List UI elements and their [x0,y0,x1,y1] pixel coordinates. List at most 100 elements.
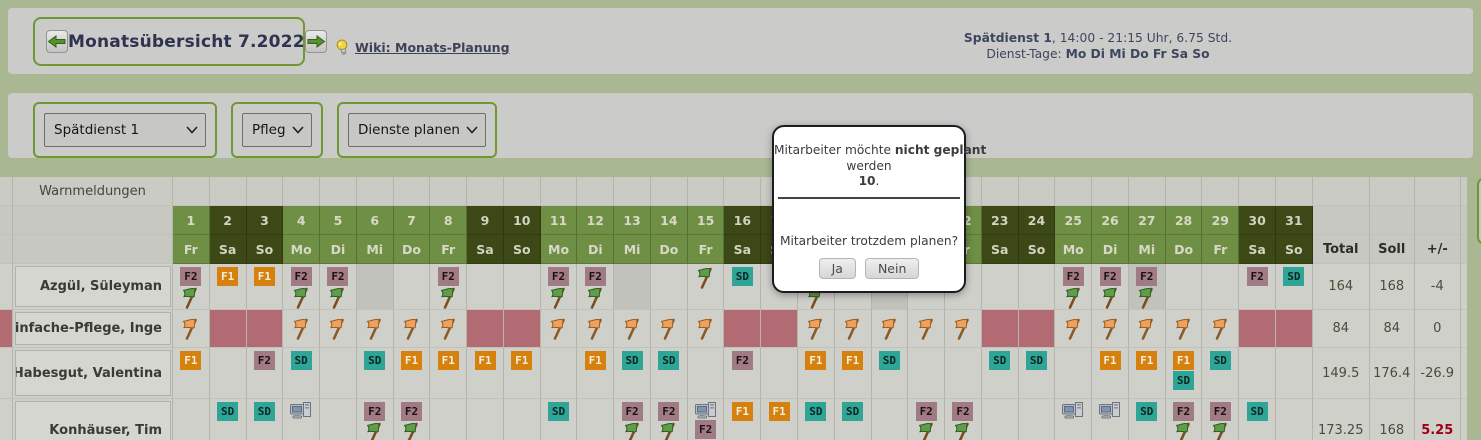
shift-cell[interactable] [687,310,725,348]
shift-cell[interactable] [1165,310,1203,348]
shift-cell[interactable]: SD [1018,348,1056,399]
shift-cell[interactable] [1239,348,1276,399]
shift-cell[interactable] [871,310,909,348]
shift-cell[interactable] [1092,310,1129,348]
shift-cell[interactable] [504,399,541,440]
shift-cell[interactable] [320,348,357,399]
shift-cell[interactable]: SD [247,399,284,440]
shift-cell[interactable] [1055,310,1093,348]
shift-cell[interactable]: F2 [1239,264,1276,310]
shift-cell[interactable]: F2 [320,264,357,310]
employee-name[interactable]: Habesgut, Valentina [15,350,171,396]
shift-cell[interactable] [650,264,688,310]
shift-cell[interactable]: F2 [430,264,468,310]
shift-cell[interactable]: SD [981,348,1019,399]
no-button[interactable]: Nein [864,258,920,279]
shift-cell[interactable]: F1 [430,348,468,399]
shift-cell[interactable] [1275,310,1313,348]
shift-cell[interactable]: F1 [724,399,762,440]
shift-cell[interactable] [1018,264,1056,310]
shift-cell[interactable] [761,310,799,348]
wiki-link[interactable]: Wiki: Monats-Planung [355,40,510,55]
shift-cell[interactable] [503,264,541,310]
shift-cell[interactable]: F2 [908,399,946,440]
shift-cell[interactable] [467,399,504,440]
shift-cell[interactable] [614,264,651,310]
shift-cell[interactable] [724,310,762,348]
shift-cell[interactable] [687,264,725,310]
shift-cell[interactable] [1128,310,1166,348]
shift-cell[interactable]: F2 [394,399,431,440]
shift-cell[interactable] [945,264,982,310]
shift-cell[interactable]: SD [1275,264,1313,310]
shift-cell[interactable] [467,264,504,310]
shift-cell[interactable]: F2 [945,399,982,440]
shift-cell[interactable] [283,310,321,348]
shift-cell[interactable]: F1 [761,399,799,440]
employee-name[interactable]: Konhäuser, Tim [15,401,171,440]
shift-cell[interactable] [540,348,578,399]
shift-cell[interactable]: SD [614,348,651,399]
shift-cell[interactable] [761,348,799,399]
shift-cell[interactable]: F1 [173,348,210,399]
shift-cell[interactable]: SD [1129,399,1166,440]
shift-cell[interactable]: F2 [577,264,615,310]
shift-cell[interactable] [503,310,541,348]
shift-cell[interactable]: F2 [1202,399,1240,440]
shift-cell[interactable]: F2 [1166,399,1203,440]
shift-cell[interactable] [981,264,1019,310]
shift-cell[interactable] [908,310,946,348]
shift-cell[interactable]: F1 [503,348,541,399]
shift-cell[interactable]: SD [210,399,247,440]
shift-cell[interactable] [1019,399,1056,440]
shift-cell[interactable] [1275,348,1313,399]
shift-cell[interactable]: F2 [1055,264,1093,310]
shift-cell[interactable]: SD [541,399,578,440]
shift-cell[interactable] [173,399,210,440]
shift-cell[interactable]: F2 [246,348,284,399]
shift-cell[interactable] [834,310,872,348]
shift-cell[interactable] [393,264,431,310]
shift-cell[interactable]: F2 [1128,264,1166,310]
shift-cell[interactable]: F1 [1092,348,1129,399]
shift-cell[interactable] [1055,348,1093,399]
shift-cell[interactable] [246,310,284,348]
shift-cell[interactable] [1202,310,1240,348]
shift-cell[interactable]: F1 [246,264,284,310]
shift-cell[interactable]: SD [798,399,835,440]
group-select[interactable]: Pflege [242,113,312,147]
yes-button[interactable]: Ja [818,258,856,279]
shift-cell[interactable] [945,348,982,399]
shift-cell[interactable] [650,310,688,348]
shift-cell[interactable] [872,399,909,440]
shift-cell[interactable] [908,348,946,399]
shift-cell[interactable] [982,399,1019,440]
shift-cell[interactable]: F2 [357,399,394,440]
shift-cell[interactable] [1276,399,1313,440]
shift-cell[interactable] [356,264,394,310]
shift-cell[interactable] [798,310,835,348]
shift-cell[interactable] [945,310,982,348]
shift-cell[interactable]: F1 [393,348,431,399]
shift-cell[interactable]: F2 [283,264,321,310]
shift-cell[interactable] [687,348,725,399]
shift-cell[interactable] [614,310,651,348]
shift-cell[interactable]: F2 [724,348,762,399]
action-select[interactable]: Dienste planen [348,113,486,147]
shift-cell[interactable] [283,399,321,440]
shift-cell[interactable]: F1 SD [1165,348,1203,399]
prev-month-button[interactable] [46,30,68,53]
shift-cell[interactable] [1239,310,1276,348]
shift-cell[interactable] [1165,264,1203,310]
shift-cell[interactable]: SD [1239,399,1276,440]
shift-cell[interactable] [540,310,578,348]
shift-cell[interactable]: SD [283,348,321,399]
shift-cell[interactable] [1055,399,1093,440]
shift-cell[interactable] [356,310,394,348]
shift-cell[interactable]: SD [835,399,872,440]
shift-cell[interactable]: F1 [1128,348,1166,399]
employee-name[interactable]: Azgül, Süleyman [15,266,171,307]
shift-cell[interactable] [173,310,210,348]
shift-cell[interactable] [1018,310,1056,348]
next-month-button[interactable] [304,30,327,53]
